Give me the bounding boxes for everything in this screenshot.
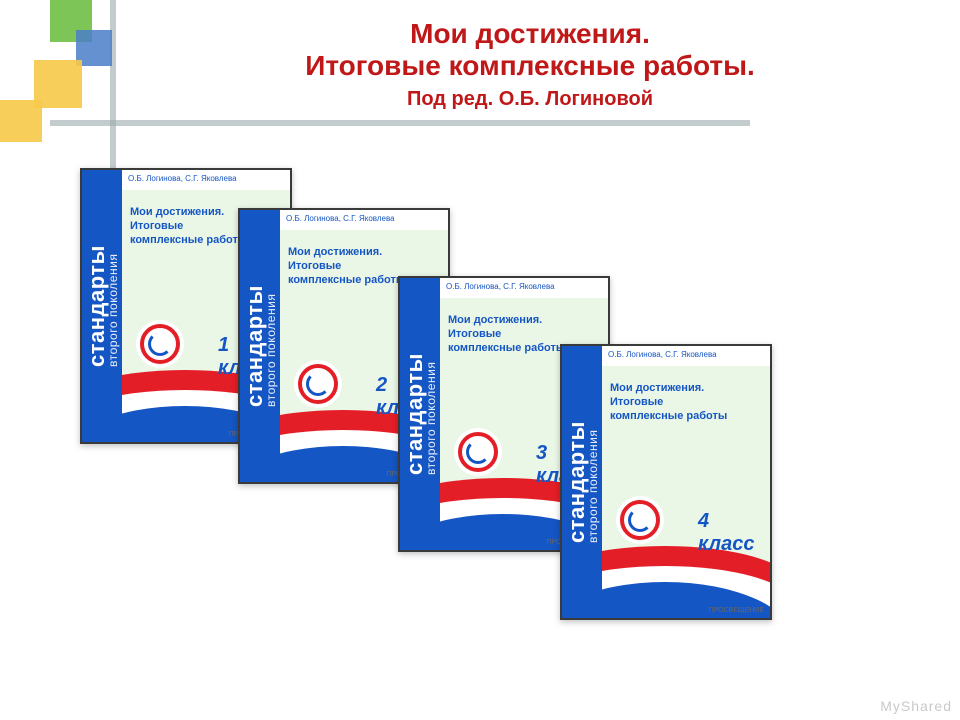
spine-sub: второго поколения	[264, 285, 278, 407]
publisher: ПРОСВЕЩЕНИЕ	[709, 607, 764, 614]
title-line1: Мои достижения.	[160, 18, 900, 50]
series-logo-icon	[616, 496, 664, 544]
deco-square-yellow2	[0, 100, 42, 142]
book-title: Мои достижения.Итоговыекомплексные работ…	[610, 382, 764, 423]
book-authors: О.Б. Логинова, С.Г. Яковлева	[446, 282, 602, 291]
book-title-l1: Мои достижения.	[288, 246, 442, 260]
book-title-l2: Итоговые	[288, 260, 442, 274]
book-title-l1: Мои достижения.	[448, 314, 602, 328]
book-spine: стандартывторого поколения	[400, 278, 440, 550]
title-line2: Итоговые комплексные работы.	[160, 50, 900, 82]
book-title-l2: Итоговые	[448, 328, 602, 342]
spine-text: стандартывторого поколения	[242, 285, 278, 407]
book-title-l3: комплексные работы	[610, 410, 764, 424]
slide: Мои достижения. Итоговые комплексные раб…	[0, 0, 960, 720]
book-spine: стандартывторого поколения	[240, 210, 280, 482]
book-title-l1: Мои достижения.	[610, 382, 764, 396]
spine-sub: второго поколения	[586, 421, 600, 543]
book-face: О.Б. Логинова, С.Г. Яковлева Мои достижен…	[602, 346, 770, 618]
watermark: MyShared	[880, 698, 952, 714]
spine-text: стандартывторого поколения	[84, 245, 120, 367]
book-cover: стандартывторого поколенияО.Б. Логинова,…	[560, 344, 772, 620]
title-block: Мои достижения. Итоговые комплексные раб…	[160, 18, 900, 111]
grade-label: 4 класс	[698, 510, 770, 556]
book-spine: стандартывторого поколения	[82, 170, 122, 442]
book-title-l2: Итоговые	[610, 396, 764, 410]
series-logo-icon	[454, 428, 502, 476]
book-authors: О.Б. Логинова, С.Г. Яковлева	[608, 350, 764, 359]
spine-sub: второго поколения	[424, 353, 438, 475]
book-authors: О.Б. Логинова, С.Г. Яковлева	[128, 174, 284, 183]
book-authors: О.Б. Логинова, С.Г. Яковлева	[286, 214, 442, 223]
spine-text: стандартывторого поколения	[564, 421, 600, 543]
spine-sub: второго поколения	[106, 245, 120, 367]
title-line3: Под ред. О.Б. Логиновой	[160, 88, 900, 111]
series-logo-icon	[294, 360, 342, 408]
book-spine: стандартывторого поколения	[562, 346, 602, 618]
deco-hbar	[50, 120, 750, 126]
spine-text: стандартывторого поколения	[402, 353, 438, 475]
series-logo-icon	[136, 320, 184, 368]
